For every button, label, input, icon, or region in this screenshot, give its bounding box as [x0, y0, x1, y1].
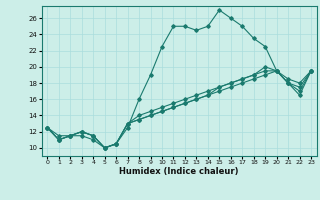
X-axis label: Humidex (Indice chaleur): Humidex (Indice chaleur) [119, 167, 239, 176]
